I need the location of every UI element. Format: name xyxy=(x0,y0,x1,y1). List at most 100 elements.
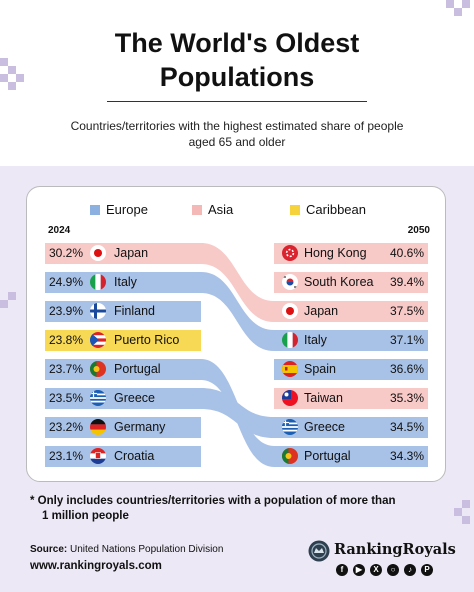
value-label: 37.1% xyxy=(389,333,424,347)
country-label: Puerto Rico xyxy=(114,333,180,347)
facebook-icon[interactable]: f xyxy=(336,564,348,576)
decor-square xyxy=(446,0,454,8)
legend-swatch-asia xyxy=(192,205,202,215)
row-left-portugal: 23.7% Portugal xyxy=(45,359,201,380)
japan-flag xyxy=(282,303,298,319)
row-left-italy: 24.9% Italy xyxy=(45,272,201,293)
footnote-line-1: * Only includes countries/territories wi… xyxy=(30,495,396,507)
row-right-portugal: Portugal 34.3% xyxy=(274,446,428,467)
pinterest-icon[interactable]: P xyxy=(421,564,433,576)
country-label: Germany xyxy=(114,420,166,434)
row-left-puerto-rico: 23.8% Puerto Rico xyxy=(45,330,201,351)
value-label: 35.3% xyxy=(389,391,424,405)
row-right-greece: Greece 34.5% xyxy=(274,417,428,438)
country-label: Taiwan xyxy=(304,391,343,405)
spain-flag xyxy=(282,361,298,377)
tiktok-icon[interactable]: ♪ xyxy=(404,564,416,576)
country-label: Hong Kong xyxy=(304,246,367,260)
decor-square xyxy=(8,66,16,74)
page-title: The World's Oldest Populations xyxy=(0,26,474,94)
subtitle-line-2: aged 65 and older xyxy=(188,135,286,149)
decor-square xyxy=(454,508,462,516)
finland-flag xyxy=(90,303,106,319)
website-link[interactable]: www.rankingroyals.com xyxy=(30,560,162,572)
source-line: Source: United Nations Population Divisi… xyxy=(30,544,223,555)
decor-square xyxy=(8,292,16,300)
value-label: 34.3% xyxy=(389,449,424,463)
germany-flag xyxy=(90,419,106,435)
value-label: 23.8% xyxy=(49,333,84,347)
value-label: 24.9% xyxy=(49,275,84,289)
row-right-spain: Spain 36.6% xyxy=(274,359,428,380)
country-label: Spain xyxy=(304,362,336,376)
brand-name: RankingRoyals xyxy=(334,541,456,558)
country-label: Greece xyxy=(304,420,345,434)
italy-flag xyxy=(90,274,106,290)
country-label: Portugal xyxy=(114,362,161,376)
decor-square xyxy=(0,300,8,308)
value-label: 36.6% xyxy=(389,362,424,376)
ranking-royals-logo-icon xyxy=(308,540,330,562)
connector-greece xyxy=(201,388,274,438)
legend-label-asia: Asia xyxy=(208,202,234,217)
decor-square xyxy=(462,0,470,8)
portugal-flag xyxy=(90,361,106,377)
row-left-finland: 23.9% Finland xyxy=(45,301,201,322)
country-label: Greece xyxy=(114,391,155,405)
croatia-flag xyxy=(90,448,106,464)
value-label: 39.4% xyxy=(389,275,424,289)
italy-flag xyxy=(282,332,298,348)
puerto-rico-flag xyxy=(90,332,106,348)
row-left-germany: 23.2% Germany xyxy=(45,417,201,438)
right-year-label: 2050 xyxy=(407,225,430,236)
connector-japan xyxy=(201,243,274,322)
row-right-taiwan: Taiwan 35.3% xyxy=(274,388,428,409)
source-label: Source: xyxy=(30,544,68,555)
decor-square xyxy=(0,58,8,66)
japan-flag xyxy=(90,245,106,261)
footnote: * Only includes countries/territories wi… xyxy=(30,494,450,524)
row-right-italy: Italy 37.1% xyxy=(274,330,428,351)
decor-square xyxy=(462,500,470,508)
decor-square xyxy=(16,74,24,82)
greece-flag xyxy=(282,419,298,435)
country-label: Italy xyxy=(304,333,327,347)
row-left-croatia: 23.1% Croatia xyxy=(45,446,201,467)
value-label: 40.6% xyxy=(389,246,424,260)
value-label: 34.5% xyxy=(389,420,424,434)
value-label: 23.7% xyxy=(49,362,84,376)
taiwan-flag xyxy=(282,390,298,406)
south-korea-flag xyxy=(282,274,298,290)
title-divider xyxy=(107,101,367,102)
left-year-label: 2024 xyxy=(48,225,71,236)
x-icon[interactable]: X xyxy=(370,564,382,576)
value-label: 30.2% xyxy=(49,246,84,260)
row-right-hong-kong: Hong Kong 40.6% xyxy=(274,243,428,264)
connector-italy xyxy=(201,272,274,351)
value-label: 23.1% xyxy=(49,449,84,463)
legend-label-europe: Europe xyxy=(106,202,148,217)
title-line-2: Populations xyxy=(159,62,315,92)
decor-square xyxy=(8,82,16,90)
decor-square xyxy=(462,516,470,524)
value-label: 37.5% xyxy=(389,304,424,318)
legend-swatch-europe xyxy=(90,205,100,215)
portugal-flag xyxy=(282,448,298,464)
title-line-1: The World's Oldest xyxy=(114,28,360,58)
country-label: Italy xyxy=(114,275,137,289)
row-left-japan: 30.2% Japan xyxy=(45,243,201,264)
value-label: 23.9% xyxy=(49,304,84,318)
source-text: United Nations Population Division xyxy=(70,544,224,555)
subtitle: Countries/territories with the highest e… xyxy=(40,118,434,150)
country-label: South Korea xyxy=(304,275,374,289)
legend-label-caribbean: Caribbean xyxy=(306,202,366,217)
decor-square xyxy=(0,74,8,82)
hong-kong-flag xyxy=(282,245,298,261)
youtube-icon[interactable]: ▶ xyxy=(353,564,365,576)
row-left-greece: 23.5% Greece xyxy=(45,388,201,409)
instagram-icon[interactable]: ○ xyxy=(387,564,399,576)
value-label: 23.5% xyxy=(49,391,84,405)
row-right-japan: Japan 37.5% xyxy=(274,301,428,322)
footnote-line-2: 1 million people xyxy=(42,510,129,522)
